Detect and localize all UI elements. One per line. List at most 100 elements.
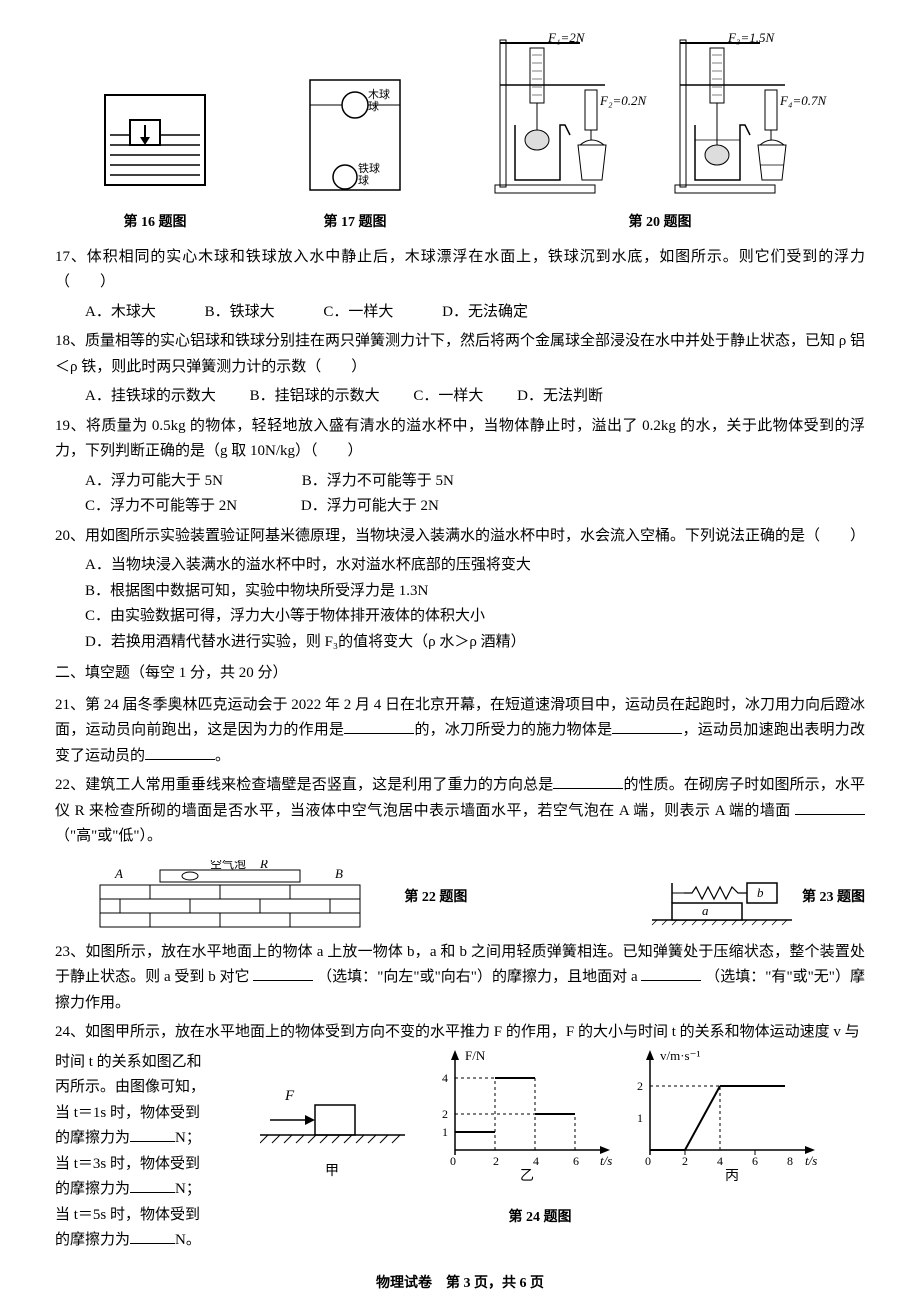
q22-p3: （"高"或"低"）。 [55, 828, 162, 844]
question-23: 23、如图所示，放在水平地面上的物体 a 上放一物体 b，a 和 b 之间用轻质… [55, 940, 865, 1017]
q20-d: D．若换用酒精代替水进行实验，则 F₃的值将变大（ρ 水＞ρ 酒精） [85, 634, 526, 650]
svg-text:B: B [335, 866, 343, 881]
q17-b: B．铁球大 [205, 304, 275, 320]
svg-text:4: 4 [533, 1154, 539, 1168]
mid-figures-row: A 空气泡 R B 第 22 题图 [55, 860, 865, 930]
q22-p1: 22、建筑工人常用重垂线来检查墙壁是否竖直，这是利用了重力的方向总是 [55, 777, 553, 793]
q17-a: A．木球大 [85, 304, 156, 320]
fig23-svg: a b [642, 875, 802, 930]
q19-options-1: A．浮力可能大于 5N B．浮力不可能等于 5N [55, 469, 865, 495]
fig20-caption: 第 20 题图 [490, 211, 830, 235]
figure-16: 第 16 题图 [90, 65, 220, 235]
q23-blank1 [253, 966, 313, 981]
svg-text:木球: 木球 [368, 87, 390, 101]
svg-text:6: 6 [752, 1154, 758, 1168]
figure-22: A 空气泡 R B [55, 860, 404, 930]
svg-text:丙: 丙 [725, 1169, 739, 1184]
figure-23: a b [642, 875, 802, 930]
q18-a: A．挂铁球的示数大 [85, 388, 216, 404]
svg-text:0: 0 [450, 1154, 456, 1168]
svg-text:F₃=1.5N: F₃=1.5N [727, 30, 775, 45]
q24-p5: N。 [175, 1232, 201, 1248]
svg-text:0: 0 [645, 1154, 651, 1168]
q18-c: C．一样大 [413, 388, 483, 404]
q19-b: B．浮力不可能等于 5N [302, 473, 454, 489]
q20-b: B．根据图中数据可知，实验中物块所受浮力是 1.3N [85, 583, 428, 599]
q24-blank3 [130, 1229, 175, 1244]
fig20-svg: F₁=2N F₂=0.2N F₃=1.5 [490, 30, 830, 205]
q24-blank1 [130, 1127, 175, 1142]
figure-17: 木球 球 铁球 球 第 17 题图 [290, 55, 420, 235]
fig17-svg: 木球 球 铁球 球 [290, 55, 420, 205]
q20-c-row: C．由实验数据可得，浮力大小等于物体排开液体的体积大小 [55, 604, 865, 630]
q21-p2: 的，冰刀所受力的施力物体是 [414, 722, 612, 738]
fig16-caption: 第 16 题图 [90, 211, 220, 235]
q21-blank3 [145, 745, 215, 760]
svg-text:乙: 乙 [520, 1168, 534, 1184]
q20-d-row: D．若换用酒精代替水进行实验，则 F₃的值将变大（ρ 水＞ρ 酒精） [55, 630, 865, 656]
q19-text: 19、将质量为 0.5kg 的物体，轻轻地放入盛有清水的溢水杯中，当物体静止时，… [55, 418, 865, 460]
q24-blank2 [130, 1178, 175, 1193]
svg-text:2: 2 [442, 1107, 448, 1121]
q19-a: A．浮力可能大于 5N [85, 473, 223, 489]
svg-text:8: 8 [787, 1154, 793, 1168]
q24-layout: 时间 t 的关系如图乙和丙所示。由图像可知，当 t＝1s 时，物体受到的摩擦力为… [55, 1050, 865, 1254]
q21-p4: 。 [215, 748, 230, 764]
q23-p2: （选填："向左"或"向右"）的摩擦力，且地面对 a [313, 969, 641, 985]
q22-blank1 [553, 774, 623, 789]
question-22: 22、建筑工人常用重垂线来检查墙壁是否竖直，这是利用了重力的方向总是的性质。在砌… [55, 773, 865, 850]
svg-text:铁球: 铁球 [358, 161, 380, 175]
q21-blank1 [344, 719, 414, 734]
svg-text:2: 2 [682, 1154, 688, 1168]
q18-options: A．挂铁球的示数大 B．挂铝球的示数大 C．一样大 D．无法判断 [55, 384, 865, 410]
svg-text:b: b [757, 885, 764, 900]
svg-text:2: 2 [637, 1079, 643, 1093]
fig22-svg: A 空气泡 R B [80, 860, 380, 930]
svg-text:v/m·s⁻¹: v/m·s⁻¹ [660, 1050, 700, 1063]
q18-text: 18、质量相等的实心铝球和铁球分别挂在两只弹簧测力计下，然后将两个金属球全部浸没… [55, 333, 865, 375]
q20-c: C．由实验数据可得，浮力大小等于物体排开液体的体积大小 [85, 608, 485, 624]
svg-text:A: A [114, 866, 123, 881]
q18-b: B．挂铝球的示数大 [250, 388, 380, 404]
q24-p1: 24、如图甲所示，放在水平地面上的物体受到方向不变的水平推力 F 的作用，F 的… [55, 1024, 860, 1040]
figure-20: F₁=2N F₂=0.2N F₃=1.5 [490, 30, 830, 235]
svg-text:F₁=2N: F₁=2N [547, 30, 586, 45]
q18-d: D．无法判断 [517, 388, 603, 404]
svg-text:球: 球 [358, 173, 369, 187]
svg-text:t/s: t/s [600, 1153, 612, 1168]
svg-text:1: 1 [637, 1111, 643, 1125]
svg-text:F₄=0.7N: F₄=0.7N [779, 93, 827, 108]
q19-d: D．浮力可能大于 2N [301, 498, 439, 514]
svg-text:球: 球 [368, 99, 379, 113]
svg-text:6: 6 [573, 1154, 579, 1168]
q17-d: D．无法确定 [442, 304, 528, 320]
section-2-title: 二、填空题（每空 1 分，共 20 分） [55, 661, 865, 687]
question-18: 18、质量相等的实心铝球和铁球分别挂在两只弹簧测力计下，然后将两个金属球全部浸没… [55, 329, 865, 380]
question-19: 19、将质量为 0.5kg 的物体，轻轻地放入盛有清水的溢水杯中，当物体静止时，… [55, 414, 865, 465]
q24-text-block: 时间 t 的关系如图乙和丙所示。由图像可知，当 t＝1s 时，物体受到的摩擦力为… [55, 1050, 205, 1254]
svg-text:甲: 甲 [325, 1164, 339, 1179]
q20-b-row: B．根据图中数据可知，实验中物块所受浮力是 1.3N [55, 579, 865, 605]
svg-text:1: 1 [442, 1125, 448, 1139]
fig17-caption: 第 17 题图 [290, 211, 420, 235]
fig24-caption: 第 24 题图 [215, 1206, 865, 1230]
svg-text:2: 2 [493, 1154, 499, 1168]
fig23-caption: 第 23 题图 [802, 886, 865, 910]
q23-blank2 [641, 966, 701, 981]
question-20: 20、用如图所示实验装置验证阿基米德原理，当物块浸入装满水的溢水杯中时，水会流入… [55, 524, 865, 550]
fig22-caption: 第 22 题图 [404, 886, 467, 910]
svg-text:F/N: F/N [465, 1050, 486, 1063]
question-24-intro: 24、如图甲所示，放在水平地面上的物体受到方向不变的水平推力 F 的作用，F 的… [55, 1020, 865, 1046]
q20-a: A．当物块浸入装满水的溢水杯中时，水对溢水杯底部的压强将变大 [85, 557, 531, 573]
q22-blank2 [795, 800, 865, 815]
q20-text: 20、用如图所示实验装置验证阿基米德原理，当物块浸入装满水的溢水杯中时，水会流入… [55, 528, 865, 544]
q19-c: C．浮力不可能等于 2N [85, 498, 237, 514]
q19-options-2: C．浮力不可能等于 2N D．浮力可能大于 2N [55, 494, 865, 520]
q20-a-row: A．当物块浸入装满水的溢水杯中时，水对溢水杯底部的压强将变大 [55, 553, 865, 579]
fig16-svg [90, 65, 220, 205]
q17-c: C．一样大 [323, 304, 393, 320]
svg-text:4: 4 [717, 1154, 723, 1168]
svg-text:F₂=0.2N: F₂=0.2N [599, 93, 647, 108]
svg-text:a: a [702, 903, 709, 918]
q24-figures: F 甲 F/N [215, 1050, 865, 1230]
